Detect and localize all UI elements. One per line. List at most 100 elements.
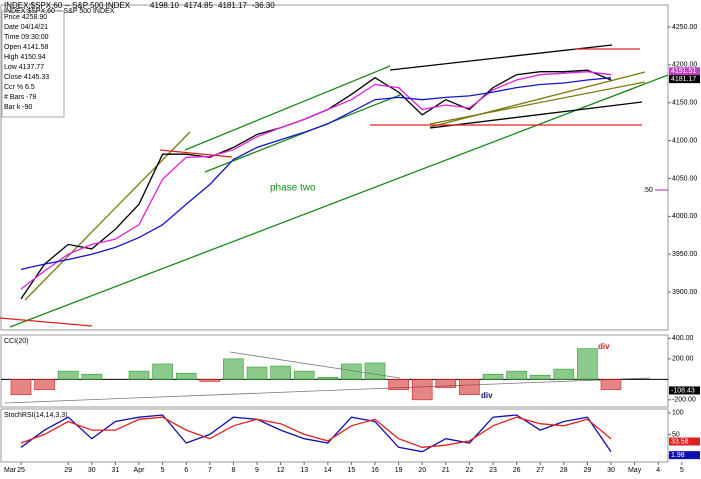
bar xyxy=(175,372,197,380)
x-tick-label: 26 xyxy=(513,467,521,474)
y-tick-label: 4250.00 xyxy=(672,24,697,31)
x-tick-label: 13 xyxy=(300,467,308,474)
x-tick-label: Apr xyxy=(134,467,146,474)
x-tick-label: 28 xyxy=(560,467,568,474)
y-tick-label: 3900.00 xyxy=(672,289,697,296)
x-tick-label: 14 xyxy=(324,467,332,474)
y-tick-label: 200.00 xyxy=(672,356,694,363)
bar xyxy=(364,362,386,380)
x-tick-label: 27 xyxy=(536,467,544,474)
header-value: -36.30 xyxy=(252,1,275,10)
y-tick-label: 4000.00 xyxy=(672,213,697,220)
bar xyxy=(482,373,504,380)
info-line: Bar k -90 xyxy=(4,104,33,111)
info-line: High 4150.94 xyxy=(4,54,46,61)
info-line: Date 04/14/21 xyxy=(4,24,48,31)
header-value: 4181.17 xyxy=(218,1,247,10)
y-tick-label: 50 xyxy=(672,431,680,438)
panel-title: CCI(20) xyxy=(4,338,29,345)
panel-title: StochRSI(14,14,3,3) xyxy=(4,412,67,419)
price-marker-label: 4191.51 xyxy=(671,68,696,75)
x-tick-label: 21 xyxy=(442,467,450,474)
info-box xyxy=(1,10,65,118)
bar xyxy=(317,376,339,380)
x-tick-label: 6 xyxy=(184,467,188,474)
y-tick-label: 4200.00 xyxy=(672,62,697,69)
x-tick-label: 9 xyxy=(255,467,259,474)
x-tick-label: 30 xyxy=(607,467,615,474)
bar xyxy=(600,379,622,390)
series-line xyxy=(20,416,612,448)
price-marker xyxy=(669,75,700,84)
bar xyxy=(34,379,55,390)
trendline xyxy=(159,149,233,158)
info-line: # Bars -79 xyxy=(4,94,36,101)
header-value: 4198.10 xyxy=(150,1,179,10)
y-tick-label: -200.00 xyxy=(672,397,696,404)
x-tick-label: 29 xyxy=(64,467,72,474)
annotation: div xyxy=(598,342,610,351)
cci-panel xyxy=(0,334,669,408)
info-line: Ccr % 6.5 xyxy=(4,84,35,91)
trendline xyxy=(24,131,191,301)
trendline xyxy=(0,317,93,327)
bar xyxy=(411,379,433,401)
bar xyxy=(57,370,79,380)
bar xyxy=(388,379,409,390)
x-tick-label: 30 xyxy=(88,467,96,474)
x-tick-label: 25 xyxy=(17,467,25,474)
x-tick-label: 7 xyxy=(208,467,212,474)
bar xyxy=(270,365,291,380)
price-marker xyxy=(669,386,700,395)
series-line xyxy=(20,71,612,290)
x-tick-label: 4 xyxy=(656,467,660,474)
bar xyxy=(506,370,527,380)
annotation: div xyxy=(481,391,493,400)
bar xyxy=(577,348,598,380)
trendline xyxy=(4,377,651,404)
series-line xyxy=(20,414,612,453)
y-tick-label: 400.00 xyxy=(672,335,694,342)
y-tick-label: 4050.00 xyxy=(672,175,697,182)
annotation: .50 xyxy=(643,187,653,194)
stoch-panel xyxy=(0,408,669,463)
y-tick-label: 4150.00 xyxy=(672,100,697,107)
x-tick-label: 31 xyxy=(112,467,120,474)
trendline xyxy=(429,81,646,125)
x-month-label: Mar xyxy=(4,467,17,474)
price-marker-label: 1.98 xyxy=(671,452,685,459)
panel-title: INDEX:$SPX,60 -- S&P 500 INDEX xyxy=(4,8,115,15)
trendline xyxy=(429,101,643,129)
x-tick-label: 20 xyxy=(418,467,426,474)
x-tick-label: 16 xyxy=(371,467,379,474)
x-tick-label: 29 xyxy=(584,467,592,474)
trendline xyxy=(184,65,391,151)
price-marker-label: 4181.17 xyxy=(671,76,696,83)
price-marker xyxy=(669,451,700,460)
y-tick-label: 4100.00 xyxy=(672,137,697,144)
x-tick-label: 8 xyxy=(231,467,235,474)
info-line: Price 4258.90 xyxy=(4,14,47,21)
x-tick-label: May xyxy=(628,467,642,474)
bar xyxy=(459,379,480,396)
price-marker xyxy=(669,67,700,76)
info-line: Open 4141.58 xyxy=(4,44,48,51)
x-tick-label: 15 xyxy=(348,467,356,474)
bar xyxy=(435,379,457,388)
price-marker xyxy=(669,437,700,446)
series-line xyxy=(20,77,612,271)
y-tick-label: 100 xyxy=(672,410,684,417)
trendline xyxy=(429,71,646,128)
chart-title: INDEX:$SPX,60 -- S&P 500 INDEX xyxy=(4,1,131,10)
price-marker-label: -108.43 xyxy=(671,387,695,394)
price-marker-label: 33.58 xyxy=(671,438,689,445)
bar xyxy=(10,379,32,396)
bar xyxy=(128,370,150,380)
bar xyxy=(199,379,221,382)
info-line: Low 4137.77 xyxy=(4,64,44,71)
x-tick-label: 5 xyxy=(680,467,684,474)
price-panel xyxy=(0,4,669,331)
trendline xyxy=(9,74,669,328)
x-tick-label: 12 xyxy=(277,467,285,474)
